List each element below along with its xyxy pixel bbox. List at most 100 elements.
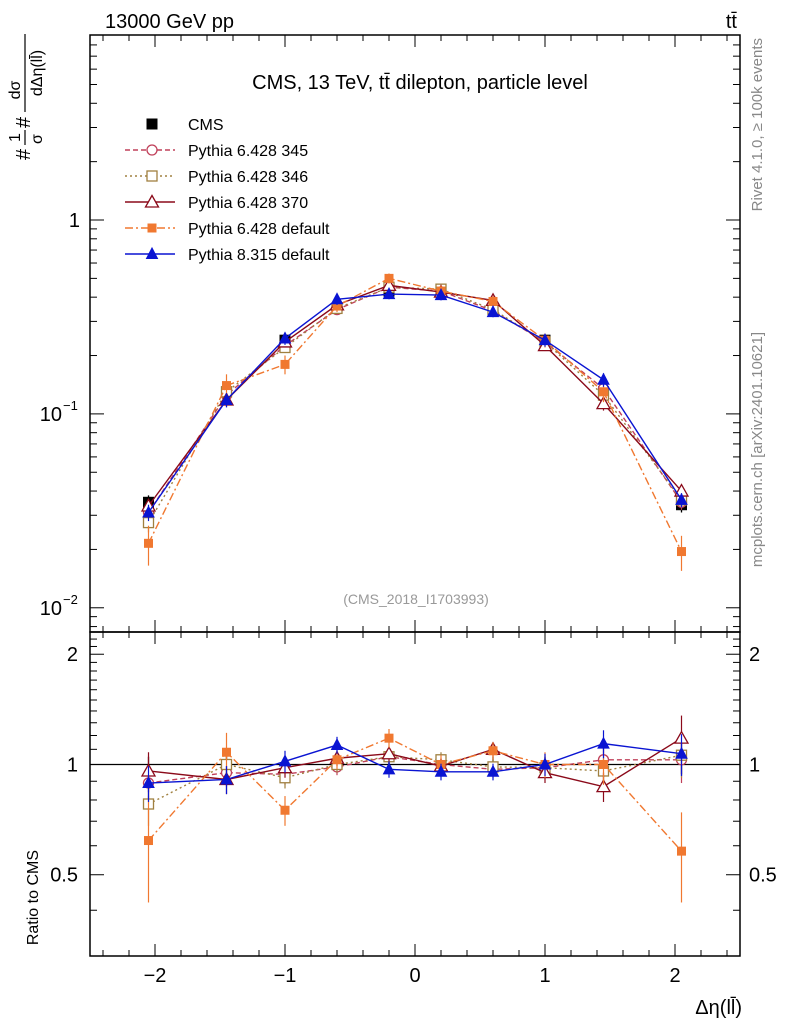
marker-triangle-filled — [538, 333, 552, 346]
ylabel-den1: σ — [29, 134, 46, 144]
ratio-series-4 — [142, 730, 688, 802]
chart-title: CMS, 13 TeV, tt̄ dilepton, particle leve… — [252, 72, 588, 94]
marker-triangle-filled — [278, 754, 292, 767]
marker-circle-open — [146, 144, 158, 156]
marker-square-filled — [222, 747, 231, 757]
x-tick-label: 1 — [539, 965, 550, 987]
marker-square-filled — [332, 755, 342, 765]
marker-triangle-filled — [597, 372, 610, 385]
marker-triangle-filled — [278, 331, 292, 344]
header-left: 13000 GeV pp — [105, 11, 234, 33]
marker-data-square — [146, 118, 158, 130]
ylabel-hash2: # — [13, 116, 35, 128]
tick-labels: −2 −1 0 1 210 −210 −110.5 0.51 12 2 — [40, 210, 777, 987]
ylabel-den2: dΔη(ll̄) — [28, 50, 46, 96]
ratio-series-line — [148, 742, 682, 784]
analysis-watermark: (CMS_2018_I1703993) — [343, 591, 489, 607]
marker-triangle-open — [595, 395, 612, 410]
marker-square-filled — [384, 733, 394, 743]
ratio-series-group — [90, 715, 740, 903]
marker-triangle-filled — [142, 775, 155, 789]
marker-triangle-open — [144, 194, 160, 208]
marker-triangle-filled — [382, 286, 396, 300]
marker-triangle-filled — [220, 392, 233, 405]
x-tick-label: 0 — [409, 965, 420, 987]
marker-triangle-filled — [486, 764, 500, 777]
mc-series-3 — [144, 273, 686, 571]
legend-item-1: Pythia 6.428 346 — [125, 169, 308, 186]
rivet-info: Rivet 4.1.0, ≥ 100k events — [749, 38, 766, 211]
legend-item-4: Pythia 8.315 default — [125, 246, 330, 264]
marker-triangle-filled — [142, 505, 155, 518]
marker-square-filled — [144, 538, 153, 548]
legend-label: CMS — [188, 117, 224, 134]
series-line — [147, 277, 683, 552]
marker-triangle-filled — [434, 288, 448, 301]
x-axis-label: Δη(ll̄) — [695, 996, 742, 1019]
ylabel-hash1: # — [13, 148, 35, 160]
ratio-panel-frame — [89, 631, 741, 957]
y-tick-label-bottom-left: 1 — [67, 754, 78, 776]
marker-square-filled — [599, 387, 608, 397]
legend-label: Pythia 6.428 346 — [188, 169, 308, 186]
legend-label: Pythia 6.428 370 — [188, 195, 308, 212]
legend-item-3: Pythia 6.428 default — [125, 221, 330, 238]
marker-triangle-filled — [330, 292, 344, 305]
legend-item-cms: CMS — [146, 117, 224, 134]
marker-square-filled — [222, 381, 231, 391]
marker-square-open — [146, 170, 158, 182]
marker-square-filled — [488, 746, 498, 756]
y-tick-label-bottom-right: 1 — [749, 754, 760, 776]
marker-triangle-filled — [145, 246, 159, 259]
axis-ticks — [90, 34, 740, 957]
legend-item-0: Pythia 6.428 345 — [125, 143, 308, 160]
marker-triangle-filled — [330, 737, 344, 751]
series-line — [147, 293, 683, 513]
y-tick-label-base: 10 — [40, 598, 62, 620]
y-axis-label-top: # 1 σ # dσ dΔη(ll̄) — [7, 34, 46, 160]
x-tick-label: −2 — [144, 965, 167, 987]
marker-square-filled — [677, 846, 686, 856]
marker-triangle-filled — [434, 764, 448, 777]
marker-square-filled — [488, 296, 498, 306]
marker-square-filled — [599, 759, 608, 769]
header-right: tt̄ — [726, 11, 738, 33]
y-tick-label-bottom-left: 0.5 — [50, 865, 78, 887]
y-tick-label-bottom-right: 2 — [749, 644, 760, 666]
marker-triangle-filled — [675, 746, 688, 759]
legend-label: Pythia 6.428 345 — [188, 143, 308, 160]
marker-triangle-filled — [538, 757, 552, 770]
ylabel-num1: 1 — [7, 133, 24, 142]
legend-item-2: Pythia 6.428 370 — [125, 194, 308, 212]
marker-square-filled — [147, 223, 157, 233]
y-tick-label-exp: −1 — [63, 398, 78, 413]
y-tick-label-top: 1 — [69, 210, 80, 232]
y-axis-label-bottom: Ratio to CMS — [25, 850, 42, 945]
ratio-series-line — [148, 737, 682, 788]
marker-triangle-open — [595, 778, 612, 793]
legend: CMS Pythia 6.428 345 Pythia 6.428 346 Pythi… — [125, 117, 330, 264]
marker-square-filled — [280, 805, 290, 815]
marker-square-filled — [144, 836, 153, 846]
marker-triangle-filled — [486, 305, 500, 318]
marker-triangle-filled — [220, 772, 233, 785]
series-line — [147, 286, 683, 523]
y-tick-label-top: 10 −1 — [40, 398, 78, 426]
y-tick-label-top: 10 −2 — [40, 592, 78, 620]
series-line — [147, 284, 683, 507]
x-tick-label: −1 — [274, 965, 297, 987]
main-series-group — [140, 273, 690, 571]
marker-triangle-open — [381, 745, 397, 760]
legend-label: Pythia 6.428 default — [188, 221, 330, 238]
marker-square-filled — [677, 547, 686, 557]
mcplots-info: mcplots.cern.ch [arXiv:2401.10621] — [749, 332, 766, 567]
marker-square-filled — [280, 359, 290, 369]
mc-series-4 — [142, 286, 688, 522]
marker-triangle-filled — [675, 492, 688, 505]
marker-triangle-filled — [382, 762, 396, 775]
y-tick-label-exp: −2 — [63, 592, 78, 607]
marker-triangle-filled — [597, 736, 610, 749]
ratio-series-line — [147, 737, 683, 852]
y-tick-label-base: 10 — [40, 404, 62, 426]
